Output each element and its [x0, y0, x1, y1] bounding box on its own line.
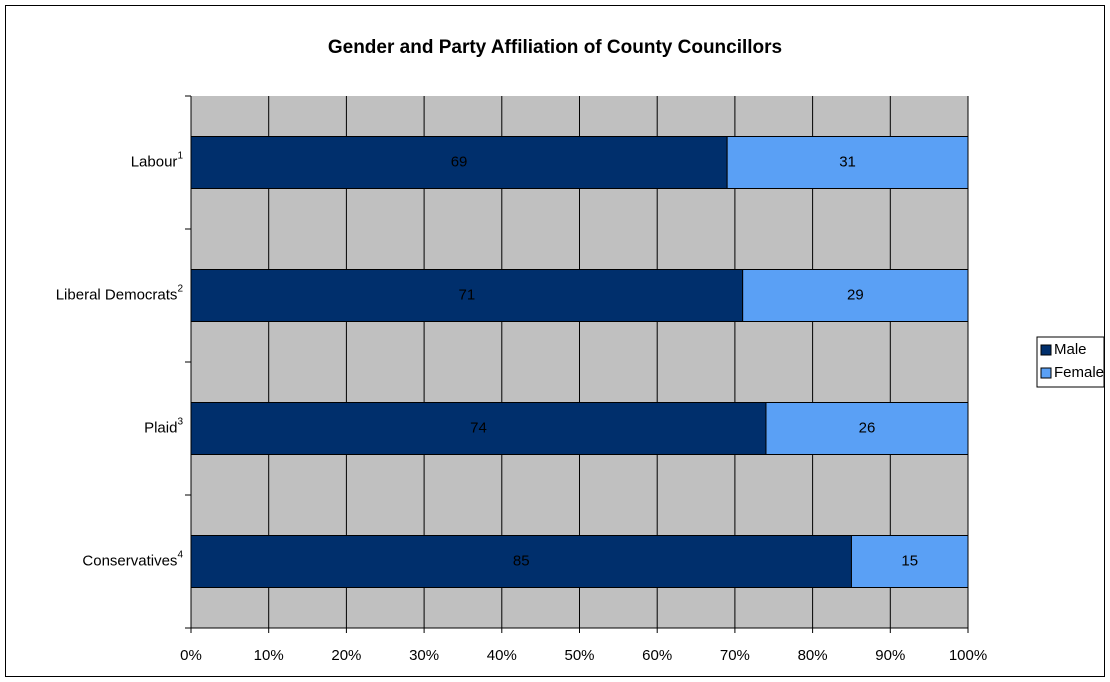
data-label: 29 [847, 286, 864, 303]
x-tick-label: 50% [564, 647, 594, 664]
category-superscript: 2 [177, 283, 183, 294]
category-superscript: 1 [177, 150, 183, 161]
category-superscript: 4 [177, 549, 183, 560]
bar-segment [850, 535, 969, 588]
data-label: 15 [901, 552, 918, 569]
x-tick-label: 30% [409, 647, 439, 664]
data-label: 85 [513, 552, 530, 569]
y-tick-label: Liberal Democrats2 [56, 283, 184, 303]
data-label: 69 [451, 153, 468, 170]
chart-title: Gender and Party Affiliation of County C… [328, 37, 782, 58]
bar-segment [765, 402, 969, 455]
bar-segment [742, 269, 969, 322]
bar-segment [190, 269, 744, 322]
bar-segment [190, 535, 852, 588]
y-tick-label: Labour1 [131, 150, 184, 170]
y-tick-label: Conservatives4 [82, 549, 183, 569]
x-tick-label: 80% [798, 647, 828, 664]
data-label: 74 [470, 419, 487, 436]
x-tick-label: 10% [254, 647, 284, 664]
x-tick-label: 0% [180, 647, 202, 664]
bar-segment [726, 136, 969, 189]
category-name: Plaid [144, 419, 177, 436]
x-tick-label: 90% [875, 647, 905, 664]
bar-segment [190, 136, 728, 189]
x-tick-label: 40% [487, 647, 517, 664]
x-tick-label: 100% [949, 647, 987, 664]
x-tick-label: 60% [642, 647, 672, 664]
category-superscript: 3 [177, 416, 183, 427]
bar-segment [190, 402, 767, 455]
legend-swatch [1040, 367, 1052, 379]
y-tick-label: Plaid3 [144, 416, 183, 436]
data-label: 26 [859, 419, 876, 436]
category-name: Liberal Democrats [56, 286, 178, 303]
category-name: Labour [131, 153, 178, 170]
x-tick-label: 70% [720, 647, 750, 664]
legend-swatch [1040, 344, 1052, 356]
x-tick-label: 20% [331, 647, 361, 664]
category-name: Conservatives [82, 552, 177, 569]
legend-label: Male [1054, 341, 1087, 358]
data-label: 71 [458, 286, 475, 303]
data-label: 31 [839, 153, 856, 170]
legend-label: Female [1054, 364, 1104, 381]
